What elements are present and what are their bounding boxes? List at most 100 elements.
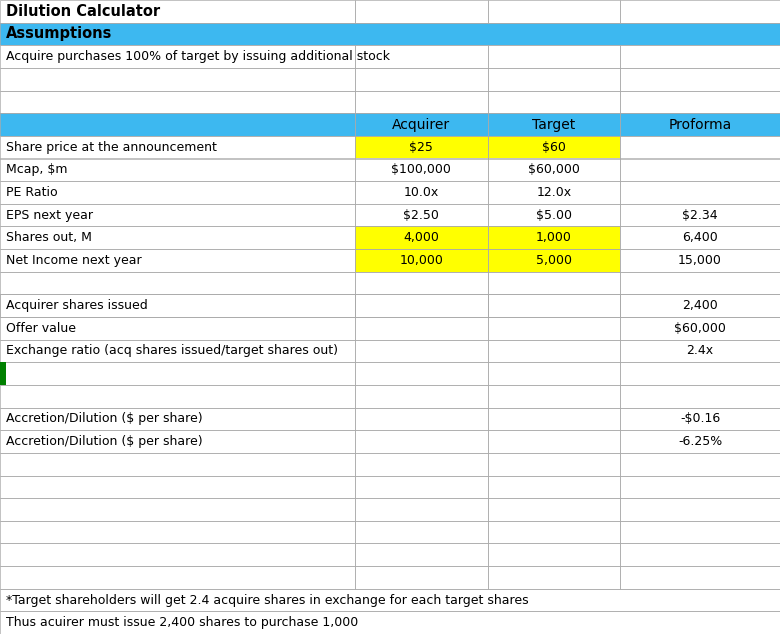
Bar — [355, 566, 488, 589]
Text: Thus acuirer must issue 2,400 shares to purchase 1,000: Thus acuirer must issue 2,400 shares to … — [6, 616, 359, 629]
Bar — [488, 0, 620, 23]
Bar — [0, 430, 355, 453]
Text: EPS next year: EPS next year — [6, 209, 94, 222]
Bar — [0, 362, 6, 385]
Bar — [620, 0, 780, 23]
Bar — [355, 272, 488, 294]
Bar — [0, 181, 355, 204]
Bar — [488, 45, 620, 68]
Bar — [355, 158, 488, 181]
Bar — [0, 249, 355, 272]
Bar — [0, 430, 355, 453]
Bar — [355, 543, 488, 566]
Bar — [355, 226, 488, 249]
Bar — [620, 272, 780, 294]
Bar — [488, 453, 620, 476]
Text: Proforma: Proforma — [668, 117, 732, 131]
Bar — [355, 226, 488, 249]
Bar — [355, 385, 488, 408]
Bar — [0, 158, 355, 181]
Bar — [620, 181, 780, 204]
Bar — [0, 408, 355, 430]
Bar — [355, 181, 488, 204]
Bar — [355, 317, 488, 340]
Bar — [488, 362, 620, 385]
Bar — [0, 23, 780, 45]
Bar — [488, 498, 620, 521]
Bar — [488, 226, 620, 249]
Text: PE Ratio: PE Ratio — [6, 186, 58, 199]
Bar — [488, 453, 620, 476]
Bar — [0, 294, 355, 317]
Text: Exchange ratio (acq shares issued/target shares out): Exchange ratio (acq shares issued/target… — [6, 344, 339, 358]
Bar — [0, 226, 355, 249]
Bar — [620, 204, 780, 226]
Bar — [355, 408, 488, 430]
Bar — [488, 294, 620, 317]
Bar — [0, 136, 355, 158]
Bar — [0, 181, 355, 204]
Bar — [488, 226, 620, 249]
Bar — [0, 453, 355, 476]
Text: $100,000: $100,000 — [392, 164, 451, 176]
Text: Shares out, M: Shares out, M — [6, 231, 92, 244]
Bar — [488, 204, 620, 226]
Bar — [488, 113, 620, 136]
Bar — [0, 408, 355, 430]
Bar — [488, 158, 620, 181]
Bar — [620, 408, 780, 430]
Bar — [355, 453, 488, 476]
Bar — [488, 385, 620, 408]
Bar — [0, 91, 355, 113]
Bar — [0, 249, 355, 272]
Bar — [488, 91, 620, 113]
Bar — [0, 362, 355, 385]
Bar — [0, 566, 355, 589]
Bar — [488, 136, 620, 158]
Bar — [620, 226, 780, 249]
Bar — [488, 566, 620, 589]
Text: 12.0x: 12.0x — [536, 186, 572, 199]
Bar — [488, 408, 620, 430]
Bar — [620, 68, 780, 91]
Bar — [0, 272, 355, 294]
Bar — [0, 340, 355, 362]
Bar — [355, 521, 488, 543]
Text: Target: Target — [532, 117, 576, 131]
Bar — [0, 204, 355, 226]
Bar — [355, 498, 488, 521]
Bar — [620, 498, 780, 521]
Bar — [620, 294, 780, 317]
Bar — [620, 45, 780, 68]
Text: Accretion/Dilution ($ per share): Accretion/Dilution ($ per share) — [6, 435, 203, 448]
Bar — [355, 362, 488, 385]
Text: 2.4x: 2.4x — [686, 344, 714, 358]
Bar — [620, 113, 780, 136]
Bar — [355, 204, 488, 226]
Text: 15,000: 15,000 — [678, 254, 722, 267]
Bar — [0, 294, 355, 317]
Bar — [620, 181, 780, 204]
Bar — [620, 476, 780, 498]
Bar — [355, 453, 488, 476]
Bar — [488, 0, 620, 23]
Bar — [620, 340, 780, 362]
Bar — [355, 385, 488, 408]
Bar — [355, 0, 488, 23]
Bar — [355, 294, 488, 317]
Bar — [620, 0, 780, 23]
Bar — [355, 91, 488, 113]
Bar — [620, 158, 780, 181]
Bar — [355, 68, 488, 91]
Bar — [0, 476, 355, 498]
Bar — [0, 294, 355, 317]
Bar — [355, 113, 488, 136]
Bar — [0, 498, 355, 521]
Bar — [355, 521, 488, 543]
Text: $60: $60 — [542, 141, 565, 153]
Text: *Target shareholders will get 2.4 acquire shares in exchange for each target sha: *Target shareholders will get 2.4 acquir… — [6, 593, 529, 607]
Bar — [355, 91, 488, 113]
Text: Acquirer shares issued: Acquirer shares issued — [6, 299, 148, 312]
Bar — [488, 385, 620, 408]
Bar — [488, 317, 620, 340]
